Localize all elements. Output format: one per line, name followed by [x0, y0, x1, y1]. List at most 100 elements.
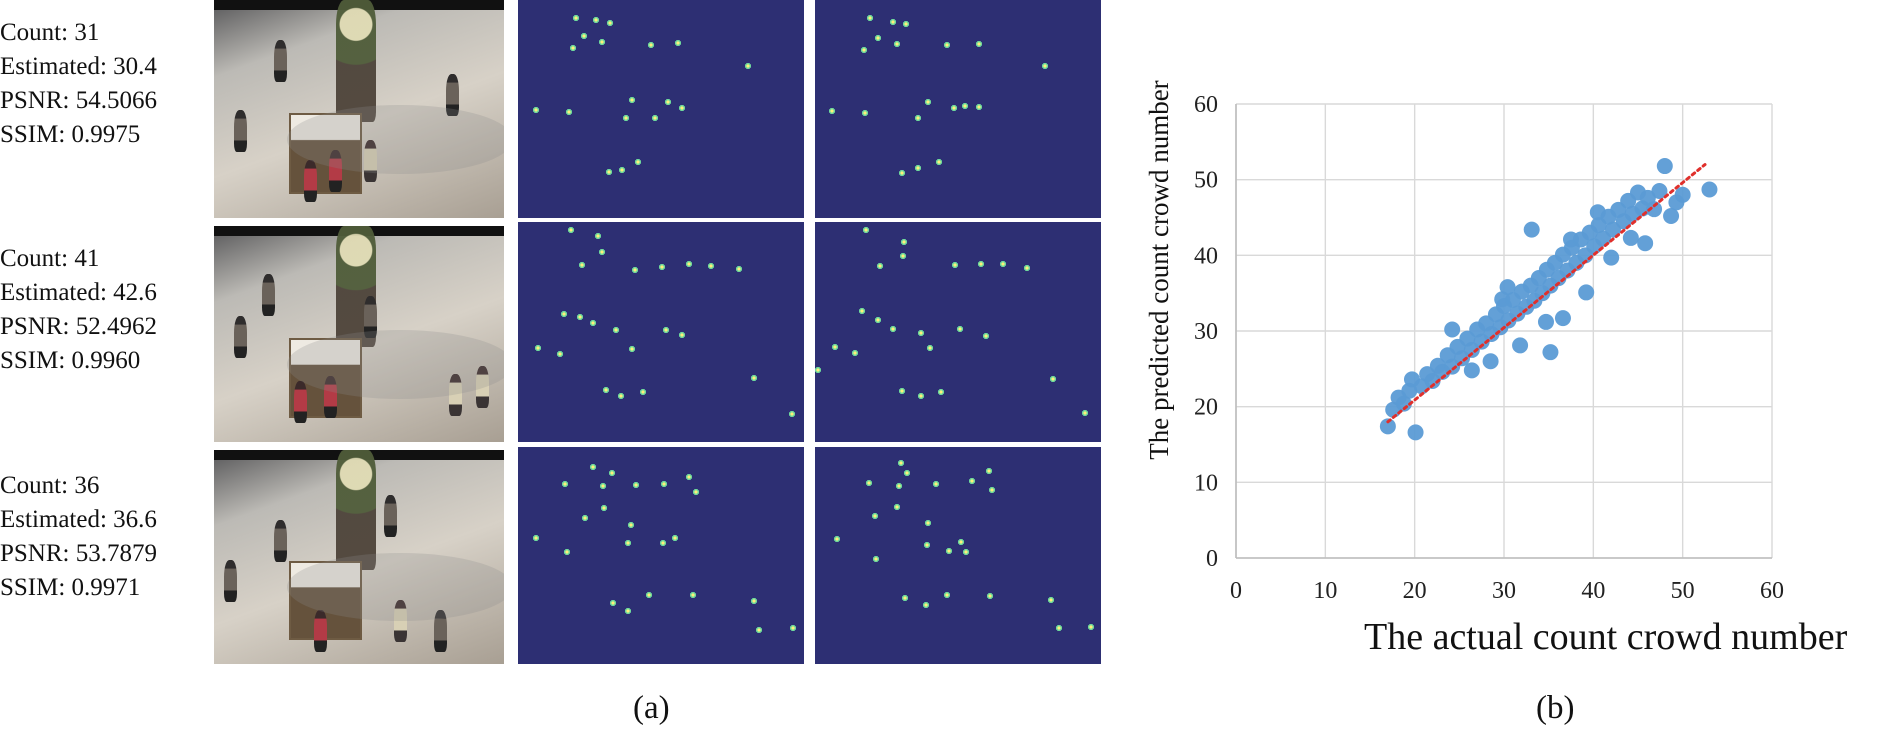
ssim-label: SSIM: 0.9975	[0, 121, 141, 148]
density-dot	[914, 114, 922, 122]
density-dot	[609, 599, 617, 607]
density-dot	[1049, 375, 1057, 383]
scatter-point	[1554, 310, 1571, 327]
y-tick-label: 40	[1194, 243, 1218, 269]
x-axis-title: The actual count crowd number	[1364, 616, 1848, 658]
shopper	[329, 150, 342, 192]
density-dot	[750, 597, 758, 605]
x-tick-label: 30	[1492, 578, 1516, 604]
density-dot	[685, 473, 693, 481]
shopper	[434, 610, 447, 652]
panel-a-row-1-stats: Count: 31 Estimated: 30.4 PSNR: 54.5066 …	[0, 16, 210, 152]
density-dot	[926, 344, 934, 352]
density-dot	[924, 519, 932, 527]
chart-trendline	[1386, 163, 1707, 424]
density-dot	[612, 326, 620, 334]
shopper	[262, 274, 275, 316]
density-dot	[903, 469, 911, 477]
scatter-point	[1512, 337, 1529, 354]
scatter-point	[1656, 158, 1673, 175]
density-map-estimated-2	[815, 222, 1101, 442]
count-label: Count: 31	[0, 19, 100, 46]
density-dot	[977, 260, 985, 268]
psnr-label: PSNR: 54.5066	[0, 87, 157, 114]
density-dot	[532, 534, 540, 542]
density-dot	[975, 40, 983, 48]
psnr-label: PSNR: 52.4962	[0, 313, 157, 340]
shopper	[304, 160, 317, 202]
scatter-point	[1407, 424, 1424, 441]
density-dot	[914, 164, 922, 172]
density-dot	[600, 504, 608, 512]
density-dot	[923, 541, 931, 549]
density-dot	[651, 114, 659, 122]
density-dot	[750, 374, 758, 382]
density-map-ground-truth-1	[518, 0, 804, 218]
ssim-label: SSIM: 0.9960	[0, 347, 141, 374]
estimated-label: Estimated: 42.6	[0, 279, 157, 306]
density-dot	[1055, 624, 1063, 632]
density-dot	[889, 18, 897, 26]
density-dot	[899, 252, 907, 260]
shopper	[274, 40, 287, 82]
scatter-point	[1578, 284, 1595, 301]
density-dot	[569, 44, 577, 52]
chart-ticks: 0 10 20 30 40 50 60 0 10 20 30 40 50 60	[1194, 92, 1784, 604]
density-dot	[898, 169, 906, 177]
density-dot	[922, 601, 930, 609]
density-dot	[671, 534, 679, 542]
scatter-point	[1542, 344, 1559, 361]
density-dot	[865, 479, 873, 487]
count-label: Count: 41	[0, 245, 100, 272]
density-dot	[956, 325, 964, 333]
density-dot	[917, 392, 925, 400]
chart-axes	[1235, 104, 1772, 559]
density-dot	[627, 521, 635, 529]
y-tick-label: 60	[1194, 92, 1218, 118]
density-dot	[639, 388, 647, 396]
density-dot	[578, 261, 586, 269]
shopper	[294, 381, 307, 423]
density-dot	[917, 329, 925, 337]
density-dot	[874, 316, 882, 324]
shopper	[364, 296, 377, 338]
panel-a-row-2-stats: Count: 41 Estimated: 42.6 PSNR: 52.4962 …	[0, 242, 210, 378]
density-dot	[624, 607, 632, 615]
density-dot	[858, 307, 866, 315]
density-dot	[598, 38, 606, 46]
shopper	[234, 110, 247, 152]
caption-a: (a)	[633, 690, 670, 726]
shopper	[234, 316, 247, 358]
scatter-point	[1463, 362, 1480, 379]
density-dot	[968, 477, 976, 485]
density-dot	[1023, 264, 1031, 272]
density-dot	[999, 260, 1007, 268]
density-dot	[659, 539, 667, 547]
density-dot	[678, 104, 686, 112]
density-dot	[932, 480, 940, 488]
scatter-point	[1494, 291, 1511, 308]
scatter-point	[1379, 418, 1396, 435]
density-dot	[1041, 62, 1049, 70]
scatter-point	[1537, 313, 1554, 330]
shopper	[324, 376, 337, 418]
shopper	[224, 560, 237, 602]
density-dot	[589, 463, 597, 471]
density-dot	[860, 46, 868, 54]
density-dot	[556, 350, 564, 358]
x-tick-label: 20	[1403, 578, 1427, 604]
count-label: Count: 36	[0, 472, 100, 499]
density-dot	[1047, 596, 1055, 604]
density-dot	[599, 482, 607, 490]
density-dot	[532, 106, 540, 114]
psnr-label: PSNR: 53.7879	[0, 540, 157, 567]
density-dot	[831, 343, 839, 351]
y-tick-label: 10	[1194, 470, 1218, 496]
crowd-photo-1	[214, 0, 504, 218]
density-dot	[951, 261, 959, 269]
density-dot	[534, 344, 542, 352]
density-dot	[617, 392, 625, 400]
density-dot	[645, 591, 653, 599]
density-dot	[580, 32, 588, 40]
shopper	[314, 610, 327, 652]
